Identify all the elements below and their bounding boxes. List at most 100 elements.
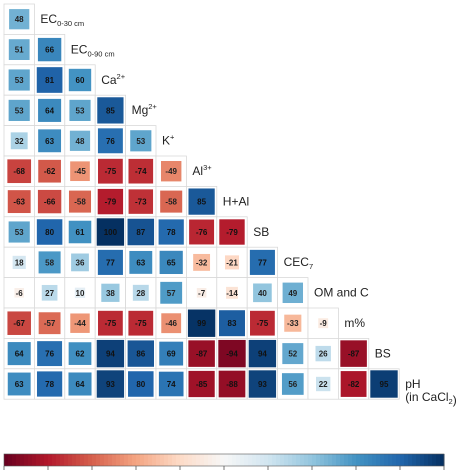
cell-value-8-5: 65 [167, 258, 176, 267]
cell-value-11-6: -87 [196, 350, 208, 359]
colorbar-segment-97 [392, 454, 397, 466]
cell-value-10-4: -75 [135, 319, 147, 328]
variable-label-3: Mg2+ [132, 102, 158, 117]
cell-fill-6-2 [68, 190, 92, 213]
cell-value-12-4: 80 [136, 380, 145, 389]
cell-value-5-5: -49 [165, 167, 177, 176]
cell-fill-5-2 [70, 161, 90, 182]
colorbar-segment-50 [204, 454, 209, 466]
cell-fill-4-2 [69, 130, 91, 151]
colorbar-segment-76 [308, 454, 313, 466]
cell-fill-8-0 [12, 255, 26, 269]
colorbar-segment-74 [300, 454, 305, 466]
colorbar-segment-21 [88, 454, 93, 466]
cell-value-8-4: 63 [136, 258, 145, 267]
cell-value-11-5: 69 [167, 350, 176, 359]
cell-value-7-7: -79 [226, 228, 238, 237]
cell-fill-2-1 [36, 67, 63, 93]
cell-fill-12-8 [248, 370, 277, 398]
colorbar-segment-87 [352, 454, 357, 466]
colorbar-segment-72 [292, 454, 297, 466]
cell-value-8-2: 36 [76, 258, 85, 267]
cell-fill-6-3 [97, 188, 124, 215]
colorbar-segment-105 [424, 454, 429, 466]
colorbar-segment-91 [368, 454, 373, 466]
colorbar-segment-32 [132, 454, 137, 466]
colorbar-segment-62 [252, 454, 257, 466]
cell-fill-10-10 [318, 318, 329, 329]
cell-fill-11-3 [96, 339, 125, 368]
colorbar-segment-15 [64, 454, 69, 466]
cell-fill-9-2 [74, 287, 86, 298]
colorbar-segment-11 [48, 454, 53, 466]
colorbar-segment-100 [404, 454, 409, 466]
cell-value-1-1: 66 [45, 46, 54, 55]
cell-fill-9-0 [14, 288, 24, 298]
cell-fill-12-10 [316, 376, 331, 392]
cell-fill-7-7 [219, 219, 245, 245]
cell-value-10-5: -46 [165, 319, 177, 328]
cell-value-5-3: -75 [105, 167, 117, 176]
cell-fill-11-8 [248, 339, 277, 368]
colorbar-segment-5 [24, 454, 29, 466]
cell-value-11-0: 64 [15, 350, 24, 359]
colorbar-segment-25 [104, 454, 109, 466]
colorbar-segment-38 [156, 454, 161, 466]
cell-value-12-11: -82 [348, 380, 360, 389]
cell-value-8-8: 77 [258, 258, 267, 267]
matrix-cells: 48 51 66 53 81 60 53 64 53 85 32 63 48 76 53 -68 -62 -45 -… [3, 3, 400, 400]
colorbar-segment-19 [80, 454, 85, 466]
cell-fill-7-5 [158, 219, 184, 245]
cell-fill-6-1 [37, 189, 62, 214]
colorbar-segment-94 [380, 454, 385, 466]
variable-label-12-line2: (in CaCl2) [405, 390, 457, 407]
cell-fill-3-1 [38, 98, 62, 122]
cell-fill-9-9 [282, 282, 304, 304]
cell-fill-3-0 [8, 99, 30, 121]
colorbar-segment-78 [316, 454, 321, 466]
colorbar-segment-95 [384, 454, 389, 466]
colorbar-segment-96 [388, 454, 393, 466]
colorbar-segment-30 [124, 454, 129, 466]
colorbar-segment-29 [120, 454, 125, 466]
colorbar-segment-102 [412, 454, 417, 466]
cell-fill-5-3 [98, 158, 123, 184]
cell-value-8-6: -32 [196, 258, 208, 267]
cell-value-10-10: -9 [320, 319, 328, 328]
cell-fill-8-8 [249, 249, 275, 275]
cell-value-8-1: 58 [45, 258, 54, 267]
colorbar-segment-80 [324, 454, 329, 466]
variable-label-0: EC0-30 cm [40, 12, 84, 28]
colorbar-segment-4 [20, 454, 25, 466]
cell-fill-11-4 [127, 340, 154, 367]
cell-fill-12-2 [68, 372, 92, 396]
colorbar-segment-20 [84, 454, 89, 466]
colorbar-segment-86 [348, 454, 353, 466]
colorbar-segment-64 [260, 454, 265, 466]
colorbar-segment-39 [160, 454, 165, 466]
cell-value-11-8: 94 [258, 350, 267, 359]
cell-value-10-7: 83 [228, 319, 237, 328]
cell-value-9-8: 40 [258, 289, 267, 298]
colorbar-segment-92 [372, 454, 377, 466]
cell-value-4-4: 53 [136, 137, 145, 146]
cell-value-7-0: 53 [15, 228, 24, 237]
colorbar-segment-82 [332, 454, 337, 466]
colorbar-segment-109 [440, 454, 445, 466]
cell-value-6-2: -58 [74, 198, 86, 207]
colorbar-segment-34 [140, 454, 145, 466]
colorbar-segment-35 [144, 454, 149, 466]
cell-fill-5-1 [38, 159, 61, 183]
cell-fill-11-10 [315, 345, 331, 362]
cell-value-7-1: 80 [45, 228, 54, 237]
cell-fill-7-2 [68, 220, 92, 244]
cell-fill-12-9 [281, 373, 304, 395]
cell-value-12-5: 74 [167, 380, 176, 389]
colorbar-segment-37 [152, 454, 157, 466]
cell-value-11-11: -87 [348, 350, 360, 359]
colorbar-segment-63 [256, 454, 261, 466]
cell-fill-9-5 [160, 281, 183, 304]
cell-value-10-3: -75 [105, 319, 117, 328]
cell-value-9-0: -6 [16, 289, 24, 298]
cell-value-6-5: -58 [165, 198, 177, 207]
